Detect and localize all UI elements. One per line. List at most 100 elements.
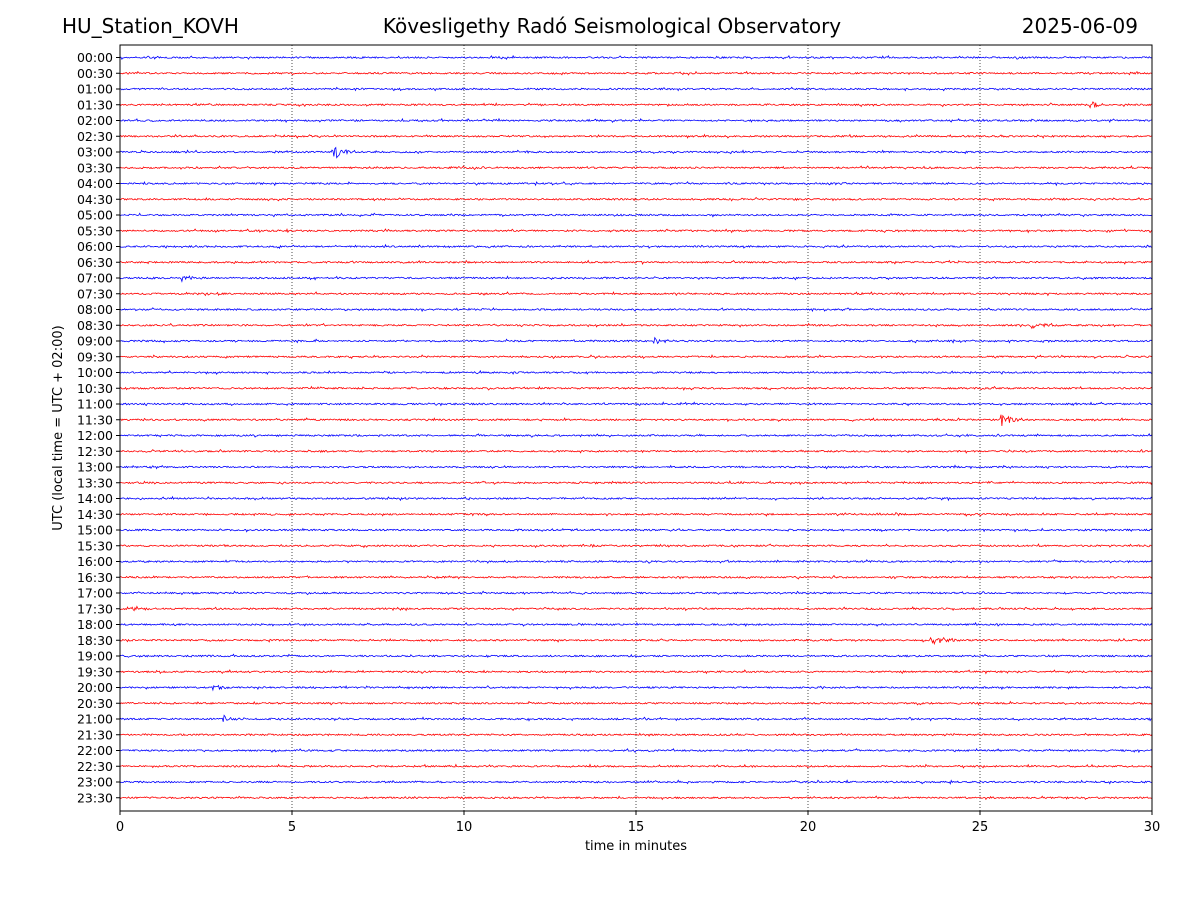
trace-line — [119, 779, 1153, 785]
trace-line — [119, 590, 1153, 596]
trace-line — [119, 369, 1153, 376]
trace-line — [119, 480, 1153, 486]
trace-line — [119, 275, 1153, 283]
row-label: 00:00 — [77, 50, 113, 65]
row-label: 19:30 — [77, 664, 113, 679]
x-tick-label: 15 — [628, 820, 645, 835]
row-label: 04:00 — [77, 176, 113, 191]
trace-line — [119, 117, 1153, 124]
trace-line — [119, 259, 1153, 265]
row-label: 22:00 — [77, 743, 113, 758]
row-label: 14:00 — [77, 491, 113, 506]
row-label: 01:00 — [77, 82, 113, 97]
trace-line — [119, 747, 1153, 754]
row-label: 06:00 — [77, 239, 113, 254]
row-label: 18:00 — [77, 617, 113, 632]
chart-date: 2025-06-09 — [1021, 14, 1138, 38]
row-label: 22:30 — [77, 759, 113, 774]
row-label: 06:30 — [77, 255, 113, 270]
row-label: 19:00 — [77, 649, 113, 664]
trace-line — [119, 763, 1153, 769]
trace-line — [119, 433, 1153, 438]
trace-line — [119, 86, 1153, 92]
trace-line — [119, 700, 1153, 706]
trace-line — [119, 636, 1153, 646]
trace-line — [119, 684, 1153, 692]
row-label: 07:00 — [77, 271, 113, 286]
trace-line — [119, 336, 1153, 345]
row-label: 10:00 — [77, 365, 113, 380]
row-label: 07:30 — [77, 286, 113, 301]
trace-line — [119, 414, 1153, 427]
row-label: 21:00 — [77, 712, 113, 727]
row-label: 17:30 — [77, 601, 113, 616]
row-label: 08:30 — [77, 318, 113, 333]
x-tick-label: 20 — [800, 820, 817, 835]
trace-line — [119, 70, 1153, 76]
row-label: 03:00 — [77, 145, 113, 160]
row-label: 20:00 — [77, 680, 113, 695]
row-label: 08:00 — [77, 302, 113, 317]
row-label: 17:00 — [77, 586, 113, 601]
x-tick-label: 30 — [1144, 820, 1161, 835]
row-label: 11:30 — [77, 412, 113, 427]
trace-line — [119, 354, 1153, 360]
row-label: 23:00 — [77, 775, 113, 790]
trace-line — [119, 165, 1153, 171]
trace-line — [119, 101, 1153, 109]
row-label: 04:30 — [77, 192, 113, 207]
trace-line — [119, 653, 1153, 659]
trace-line — [119, 181, 1153, 187]
trace-line — [119, 795, 1153, 801]
trace-line — [119, 669, 1153, 675]
trace-line — [119, 574, 1153, 580]
trace-line — [119, 228, 1153, 234]
row-label: 03:30 — [77, 160, 113, 175]
trace-line — [119, 527, 1153, 533]
trace-line — [119, 511, 1153, 517]
row-label: 12:00 — [77, 428, 113, 443]
row-label: 02:30 — [77, 129, 113, 144]
y-axis-ticks: 00:0000:3001:0001:3002:0002:3003:0003:30… — [77, 50, 120, 805]
row-label: 15:00 — [77, 523, 113, 538]
x-tick-label: 5 — [288, 820, 296, 835]
row-label: 05:30 — [77, 223, 113, 238]
trace-line — [119, 212, 1153, 218]
trace-line — [119, 196, 1153, 202]
x-tick-label: 25 — [972, 820, 989, 835]
trace-line — [119, 621, 1153, 627]
row-label: 18:30 — [77, 633, 113, 648]
row-label: 01:30 — [77, 97, 113, 112]
trace-line — [119, 464, 1153, 470]
row-label: 13:00 — [77, 460, 113, 475]
row-label: 20:30 — [77, 696, 113, 711]
row-label: 02:00 — [77, 113, 113, 128]
x-axis-ticks: 0 5 10 15 20 25 30 — [116, 811, 1160, 835]
trace-line — [119, 559, 1153, 564]
row-label: 14:30 — [77, 507, 113, 522]
trace-line — [119, 307, 1153, 313]
y-axis-label: UTC (local time = UTC + 02:00) — [51, 325, 66, 530]
x-tick-label: 0 — [116, 820, 124, 835]
row-label: 00:30 — [77, 66, 113, 81]
seismic-traces — [119, 54, 1153, 801]
trace-line — [119, 146, 1153, 159]
trace-line — [119, 448, 1153, 454]
row-label: 10:30 — [77, 381, 113, 396]
trace-line — [119, 385, 1153, 391]
row-label: 09:00 — [77, 334, 113, 349]
row-label: 11:00 — [77, 397, 113, 412]
trace-line — [119, 732, 1153, 737]
x-tick-label: 10 — [456, 820, 473, 835]
row-label: 16:00 — [77, 554, 113, 569]
trace-line — [119, 54, 1153, 60]
trace-line — [119, 243, 1153, 250]
row-label: 09:30 — [77, 349, 113, 364]
row-label: 21:30 — [77, 727, 113, 742]
trace-line — [119, 291, 1153, 297]
trace-line — [119, 133, 1153, 139]
row-label: 05:00 — [77, 208, 113, 223]
row-label: 15:30 — [77, 538, 113, 553]
row-label: 16:30 — [77, 570, 113, 585]
